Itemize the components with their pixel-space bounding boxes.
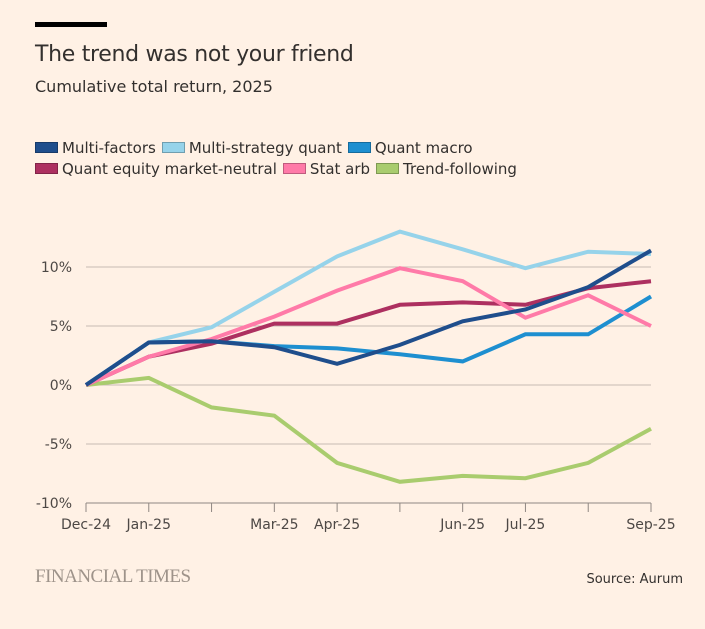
gridlines xyxy=(86,266,651,504)
ft-brand-logo: FINANCIAL TIMES xyxy=(35,566,191,587)
legend-swatch-trend-following xyxy=(376,163,400,174)
legend-item-multi-factors: Multi-factors xyxy=(35,139,156,157)
legend-item-quant-equity-market-neutral: Quant equity market-neutral xyxy=(35,160,277,178)
legend-item-quant-macro: Quant macro xyxy=(347,138,473,157)
legend-row-1: Multi-factors Multi-strategy quant Quant… xyxy=(35,137,595,158)
series-line-trend-following xyxy=(85,375,652,484)
legend-item-trend-following: Trend-following xyxy=(376,160,517,178)
legend-item-multi-strategy-quant: Multi-strategy quant xyxy=(161,138,342,157)
legend-label-multi-factors: Multi-factors xyxy=(62,138,156,157)
series-line-multi-strategy-quant xyxy=(84,229,652,387)
chart-title: The trend was not your friend xyxy=(35,42,354,67)
legend-swatch-quant-equity-market-neutral xyxy=(35,163,58,174)
legend-label-stat-arb: Stat arb xyxy=(309,159,371,178)
legend-row-2: Quant equity market-neutral Stat arb Tre… xyxy=(35,158,595,179)
y-tick-label: -5% xyxy=(45,437,72,453)
x-tick-label: Sep-25 xyxy=(626,517,675,533)
series-lines xyxy=(84,229,653,484)
x-tick-label: Jan-25 xyxy=(126,517,171,533)
series-line-stat-arb xyxy=(85,266,652,387)
ft-top-rule xyxy=(35,22,107,27)
y-tick-label: -10% xyxy=(36,496,72,512)
x-axis: Dec-24 Jan-25 Mar-25 Apr-25 Jun-25 Jul-25 Sep-… xyxy=(61,503,676,533)
legend-swatch-stat-arb xyxy=(282,163,306,174)
x-tick-label: Jul-25 xyxy=(505,517,546,533)
y-tick-label: 0% xyxy=(50,378,72,394)
x-tick-label: Mar-25 xyxy=(250,517,298,533)
x-tick-label: Apr-25 xyxy=(314,517,360,533)
x-tick-label: Jun-25 xyxy=(439,517,485,533)
legend-label-quant-equity-market-neutral: Quant equity market-neutral xyxy=(62,159,277,178)
y-axis-labels: 10% 5% 0% -5% -10% xyxy=(36,260,72,512)
source-note: Source: Aurum xyxy=(586,572,683,587)
legend: Multi-factors Multi-strategy quant Quant… xyxy=(35,137,595,179)
legend-item-stat-arb: Stat arb xyxy=(282,159,371,178)
series-line-multi-factors xyxy=(84,248,653,387)
x-tick-label: Dec-24 xyxy=(61,517,111,533)
legend-label-trend-following: Trend-following xyxy=(403,159,517,178)
legend-label-multi-strategy-quant: Multi-strategy quant xyxy=(188,138,342,157)
legend-swatch-multi-factors xyxy=(35,142,58,153)
legend-swatch-quant-macro xyxy=(347,142,371,153)
legend-label-quant-macro: Quant macro xyxy=(374,138,473,157)
y-tick-label: 5% xyxy=(50,319,72,335)
y-tick-label: 10% xyxy=(41,260,72,276)
chart-subtitle: Cumulative total return, 2025 xyxy=(35,77,273,96)
legend-swatch-multi-strategy-quant xyxy=(161,142,185,153)
